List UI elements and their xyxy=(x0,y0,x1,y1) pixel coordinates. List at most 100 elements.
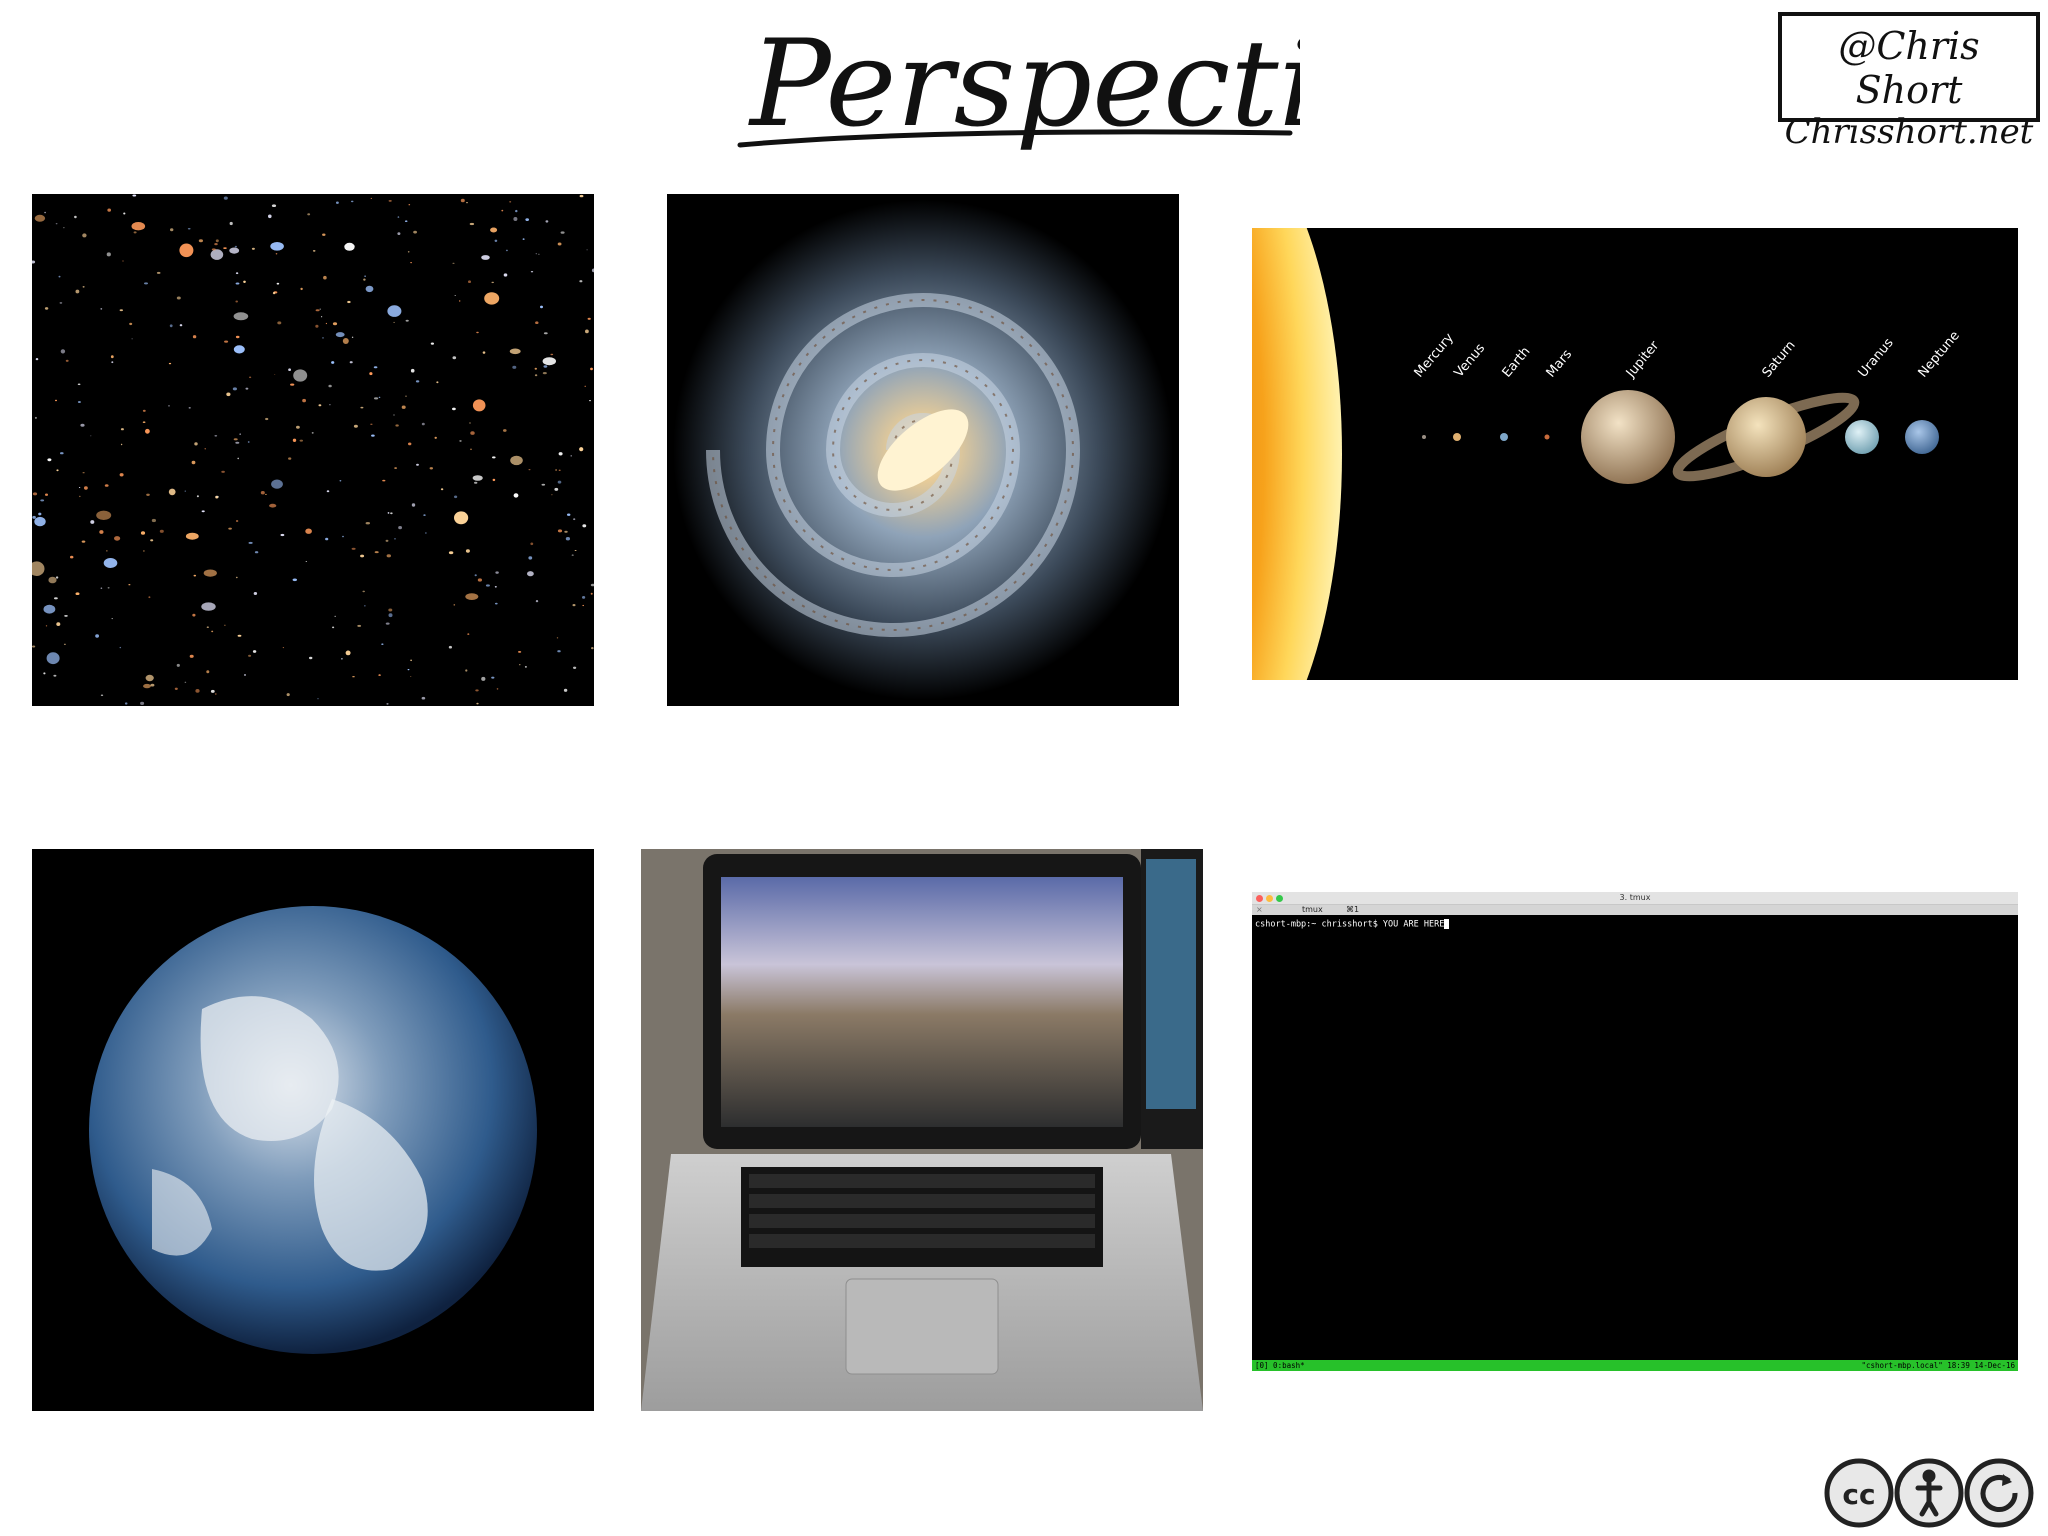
galaxy-dot xyxy=(342,338,349,344)
galaxy-dot xyxy=(404,220,408,222)
tab-close-icon[interactable]: × xyxy=(1256,905,1263,914)
galaxy-dot xyxy=(148,596,151,599)
galaxy-dot xyxy=(211,248,216,251)
galaxy-dot xyxy=(472,475,483,481)
galaxy-dot xyxy=(357,624,362,627)
galaxy-dot xyxy=(292,578,297,582)
galaxy-dot xyxy=(360,554,365,558)
galaxy-dot xyxy=(245,387,249,390)
minimize-icon[interactable] xyxy=(1266,895,1273,902)
galaxy-dot xyxy=(264,493,267,495)
galaxy-dot xyxy=(584,385,586,387)
galaxy-dot xyxy=(589,400,591,402)
venus xyxy=(1453,433,1461,441)
galaxy-dot xyxy=(305,528,312,534)
galaxy-dot xyxy=(185,532,199,540)
galaxy-dot xyxy=(362,590,366,593)
author-handle: @Chris Short xyxy=(1838,24,1980,112)
galaxy-dot xyxy=(378,674,381,676)
galaxy-dot xyxy=(206,670,210,674)
terminal-prompt-line[interactable]: cshort-mbp:~ chrisshort$ YOU ARE HERE xyxy=(1255,919,1450,930)
galaxy-dot xyxy=(176,663,180,667)
galaxy-dot xyxy=(421,422,425,426)
galaxy-dot xyxy=(174,687,178,690)
galaxy-dot xyxy=(198,239,203,243)
galaxy-dot xyxy=(272,291,276,295)
galaxy-dot xyxy=(477,578,482,582)
galaxy-dot xyxy=(513,217,518,221)
sa-arrow-icon xyxy=(1980,1475,2018,1512)
galaxy-dot xyxy=(74,215,77,219)
galaxy-dot xyxy=(122,260,124,262)
galaxy-dot xyxy=(582,524,587,528)
galaxy-dot xyxy=(248,654,252,657)
galaxy-dot xyxy=(545,220,549,223)
galaxy-dot xyxy=(585,329,589,334)
terminal-window: 3. tmux × tmux ⌘1 cshort-mbp:~ chrisshor… xyxy=(1252,892,2018,1371)
sun xyxy=(1252,228,1342,680)
galaxy-dot xyxy=(32,561,45,576)
galaxy-dot xyxy=(151,518,156,523)
galaxy-dot xyxy=(106,252,111,257)
galaxy-dot xyxy=(34,516,46,527)
galaxy-dot xyxy=(390,512,393,515)
galaxy-dot xyxy=(518,651,522,653)
galaxy-dot xyxy=(146,493,150,496)
galaxy-dot xyxy=(82,233,87,238)
galaxy-dot xyxy=(311,432,314,434)
galaxy-dot xyxy=(95,634,99,638)
close-icon[interactable] xyxy=(1256,895,1263,902)
galaxy-dot xyxy=(247,441,250,443)
galaxy-dot xyxy=(150,683,155,687)
galaxy-dot xyxy=(233,312,249,321)
galaxy-dot xyxy=(63,227,65,229)
galaxy-dot xyxy=(265,417,269,421)
galaxy-dot xyxy=(251,247,255,250)
tab-tmux[interactable]: tmux xyxy=(1302,905,1323,914)
galaxy-dot xyxy=(590,592,593,595)
galaxy-dot xyxy=(143,683,151,689)
earth-image xyxy=(32,849,594,1411)
sa-icon xyxy=(1964,1458,2034,1528)
galaxy-dot xyxy=(557,650,561,653)
galaxy-dot xyxy=(214,435,218,437)
galaxy-dot xyxy=(469,422,471,424)
galaxy-dot xyxy=(345,650,351,656)
galaxy-dot xyxy=(309,656,313,660)
galaxy-dot xyxy=(535,600,539,603)
zoom-icon[interactable] xyxy=(1276,895,1283,902)
galaxy-dot xyxy=(233,345,245,354)
galaxy-dot xyxy=(385,622,390,625)
galaxy-dot xyxy=(386,703,389,705)
cc-license-badge: cc xyxy=(1822,1456,2036,1530)
galaxy-dot xyxy=(386,554,391,558)
earth xyxy=(1500,433,1508,441)
galaxy-dot xyxy=(454,511,469,525)
galaxy-dot xyxy=(32,260,36,264)
galaxy-dot xyxy=(465,669,468,672)
galaxy-dot xyxy=(557,529,563,533)
galaxy-dot xyxy=(193,574,197,577)
galaxy-dot xyxy=(351,547,356,550)
galaxy-dot xyxy=(221,470,225,473)
galaxy-dot xyxy=(385,539,389,542)
laptop xyxy=(641,849,1203,1411)
galaxy-dot xyxy=(235,272,239,275)
galaxies-field xyxy=(32,194,594,706)
galaxy-dot xyxy=(184,490,186,492)
galaxy-dot xyxy=(43,672,46,675)
galaxy-dot xyxy=(53,674,57,677)
galaxy-dot xyxy=(224,624,226,626)
galaxy-dot xyxy=(579,194,584,198)
galaxy-dot xyxy=(556,637,559,639)
galaxy-dot xyxy=(188,407,191,409)
galaxy-dot xyxy=(192,335,197,339)
galaxy-dot xyxy=(459,440,462,442)
galaxy-dot xyxy=(195,689,200,693)
tab-shortcut: ⌘1 xyxy=(1346,905,1360,914)
galaxy-dot xyxy=(228,527,232,530)
galaxy-dot xyxy=(45,493,48,496)
galaxy-dot xyxy=(54,597,58,600)
galaxy-dot xyxy=(495,571,499,574)
author-site: Chrisshort.net xyxy=(1784,112,2034,152)
